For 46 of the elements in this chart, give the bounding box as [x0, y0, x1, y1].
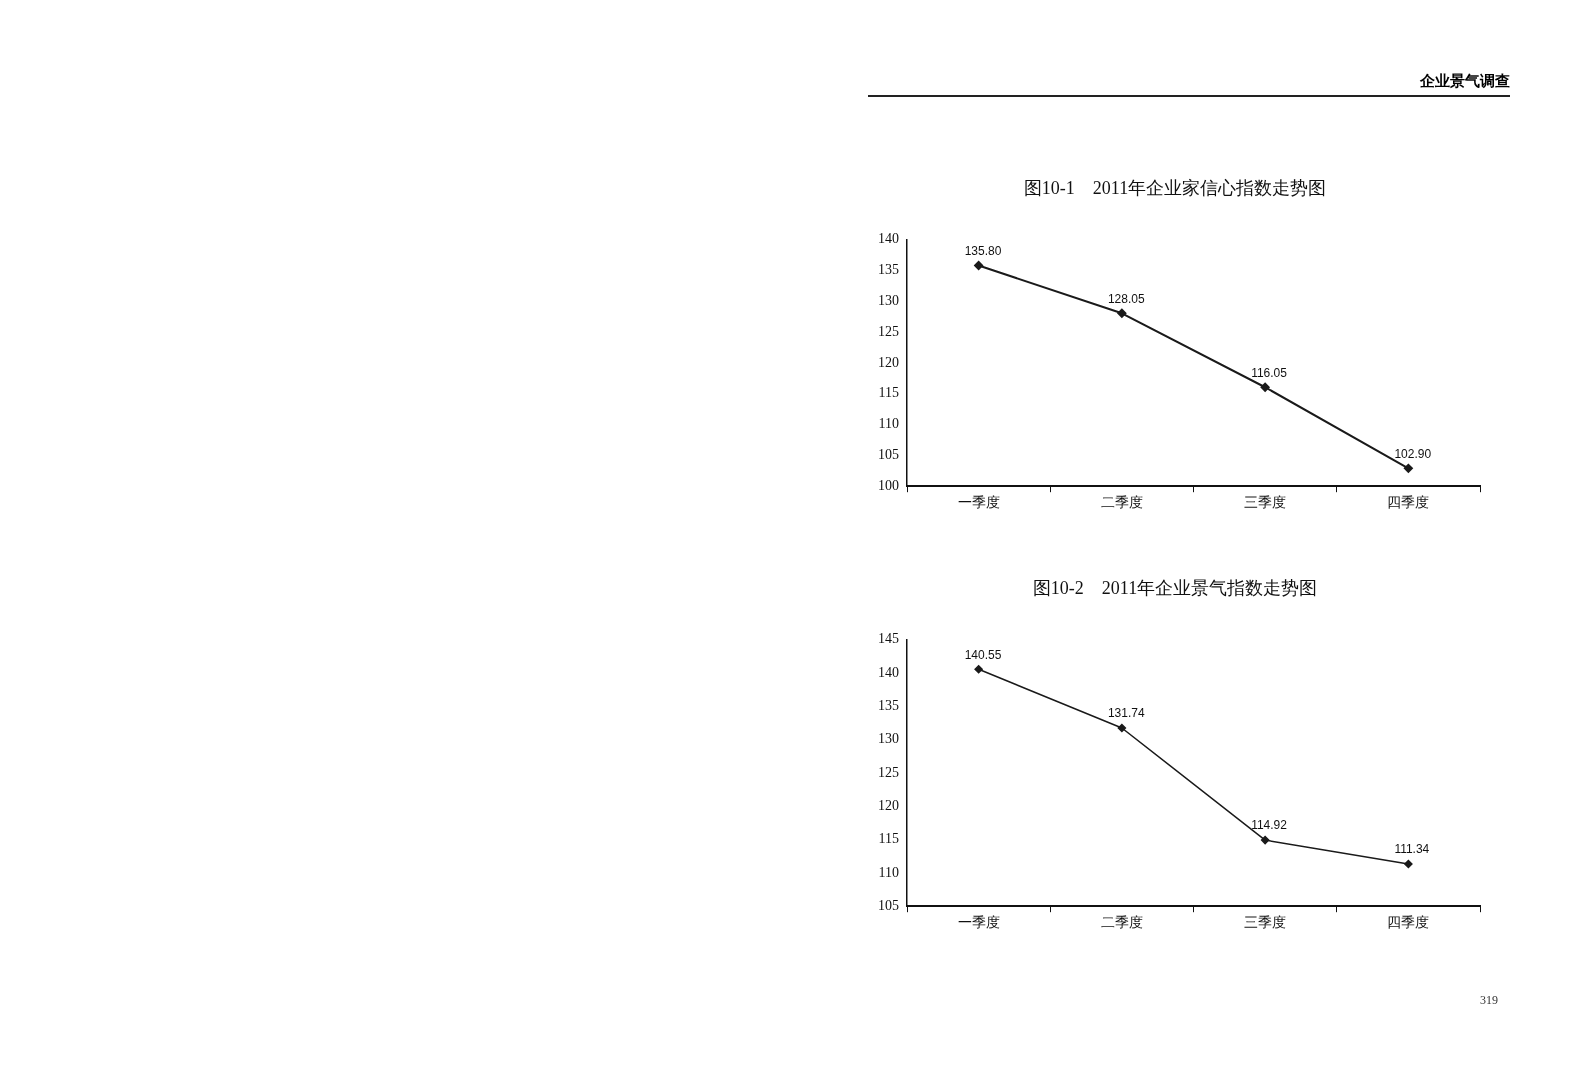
data-label: 116.05 — [1251, 365, 1288, 380]
x-tick-label: 三季度 — [1244, 915, 1287, 931]
y-tick-label: 110 — [878, 416, 899, 432]
point — [1117, 308, 1127, 318]
chart-title: 图10-2 2011年企业景气指数走势图 — [1032, 577, 1318, 598]
y-tick-label: 130 — [878, 292, 899, 308]
data-label: 131.74 — [1107, 706, 1145, 721]
y-tick-label: 120 — [878, 797, 899, 813]
x-tick-label: 三季度 — [1244, 495, 1287, 511]
point — [1260, 835, 1270, 845]
data-label: 128.05 — [1107, 291, 1145, 306]
y-tick-label: 105 — [878, 447, 899, 463]
y-tick-label: 125 — [878, 764, 899, 780]
x-tick-label: 二季度 — [1100, 915, 1143, 931]
text: 企业景气调查 — [868, 72, 1510, 97]
data-label: 111.34 — [1394, 842, 1430, 857]
x-tick-label: 四季度 — [1387, 495, 1430, 511]
y-tick-label: 120 — [878, 354, 899, 370]
y-tick-label: 125 — [878, 323, 899, 339]
y-tick-label: 115 — [878, 385, 899, 401]
data-label: 114.92 — [1251, 818, 1288, 833]
point — [974, 260, 984, 270]
data-label: 102.90 — [1394, 446, 1432, 461]
y-tick-label: 130 — [878, 731, 899, 747]
point — [1404, 859, 1413, 869]
y-tick-label: 140 — [878, 664, 899, 680]
point — [1117, 723, 1127, 733]
y-tick-label: 100 — [878, 477, 899, 493]
y-tick-label: 135 — [878, 697, 899, 713]
data-label: 135.80 — [964, 243, 1002, 258]
point — [1403, 463, 1413, 473]
point — [974, 665, 983, 674]
data-label: 140.55 — [964, 647, 1002, 662]
point — [1260, 382, 1270, 392]
y-tick-label: 140 — [878, 231, 899, 247]
x-tick-label: 四季度 — [1387, 915, 1430, 931]
y-tick-label: 115 — [878, 831, 899, 847]
y-tick-label: 105 — [878, 897, 899, 913]
x-tick-label: 一季度 — [957, 495, 1000, 511]
y-tick-label: 145 — [878, 631, 899, 647]
y-tick-label: 135 — [878, 262, 899, 278]
x-tick-label: 一季度 — [957, 915, 1000, 931]
text: 319 — [1480, 993, 1498, 1008]
x-tick-label: 二季度 — [1100, 495, 1143, 511]
y-tick-label: 110 — [878, 864, 899, 880]
chart-title: 图10-1 2011年企业家信心指数走势图 — [1023, 177, 1327, 198]
